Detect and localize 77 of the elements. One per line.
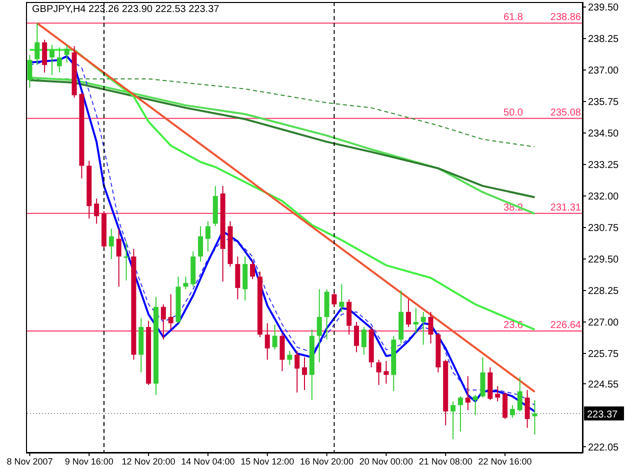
candlestick — [316, 288, 322, 363]
candlestick — [502, 392, 508, 420]
candlestick — [517, 376, 522, 412]
x-tick-label: 20 Nov 00:00 — [359, 456, 413, 466]
y-tick-label: 227.00 — [588, 318, 620, 329]
y-tick-label: 232.00 — [588, 192, 620, 203]
y-tick-label: 229.50 — [588, 254, 620, 266]
chart-title: GBPJPY,H4 223.26 223.90 222.53 223.37 — [32, 4, 220, 15]
candlestick — [413, 308, 418, 334]
candlestick — [406, 298, 411, 328]
x-tick-label: 8 Nov 2007 — [6, 456, 53, 466]
candlestick — [480, 356, 486, 398]
x-tick-label: 12 Nov 20:00 — [122, 456, 176, 466]
y-tick-label: 230.75 — [588, 223, 620, 234]
y-tick-label: 234.50 — [588, 128, 620, 140]
candlestick — [532, 400, 538, 436]
ref-line-label: 238.86 — [550, 12, 582, 24]
ref-line-label: 231.31 — [550, 202, 582, 214]
y-tick-label: 225.75 — [588, 349, 620, 360]
candlestick — [198, 226, 204, 262]
line-series — [28, 48, 536, 331]
candlestick — [302, 356, 307, 391]
candlestick — [465, 376, 470, 411]
candlestick — [49, 44, 54, 76]
candlestick — [287, 350, 292, 366]
y-tick-label: 237.00 — [588, 66, 620, 77]
candlestick — [34, 22, 40, 66]
candlestick — [183, 276, 188, 290]
candlestick — [116, 228, 122, 288]
ref-line-label: 223.37 — [587, 409, 618, 420]
candlestick — [376, 359, 382, 386]
candlestick — [495, 386, 500, 402]
y-tick-label: 222.05 — [588, 442, 620, 454]
candlestick — [27, 54, 32, 88]
annotation: 61.8 — [504, 12, 524, 24]
candlestick — [524, 390, 530, 428]
candlestick — [450, 400, 456, 440]
candlestick — [160, 304, 166, 340]
candlestick — [168, 294, 174, 330]
annotation: 50.0 — [504, 107, 524, 118]
y-tick-label: 233.25 — [588, 160, 620, 172]
candlestick — [250, 260, 256, 280]
candlestick — [64, 44, 70, 63]
candlestick — [510, 404, 515, 418]
x-tick-label: 15 Nov 12:00 — [240, 456, 294, 466]
ref-line-label: 235.08 — [550, 107, 582, 118]
candlestick — [361, 326, 366, 356]
candlestick — [346, 298, 352, 336]
candlestick — [235, 256, 240, 300]
candlestick — [428, 311, 434, 344]
candlestick — [42, 39, 48, 74]
candlestick — [354, 321, 359, 353]
ref-line-label: 226.64 — [550, 320, 582, 332]
candlestick — [294, 350, 300, 394]
candlestick — [56, 46, 62, 74]
x-tick-label: 21 Nov 08:00 — [418, 456, 472, 466]
x-tick-label: 14 Nov 04:00 — [181, 456, 235, 466]
candlestick — [280, 332, 285, 372]
candlestick — [272, 324, 278, 350]
x-tick-label: 22 Nov 16:00 — [478, 456, 532, 466]
y-tick-label: 238.25 — [588, 34, 620, 46]
candlestick — [472, 394, 478, 416]
x-tick-label: 16 Nov 20:00 — [300, 456, 354, 466]
candlestick — [339, 284, 344, 312]
candlestick — [94, 198, 100, 224]
x-tick-label: 9 Nov 16:00 — [64, 456, 114, 466]
candlestick — [205, 220, 210, 252]
candlestick — [264, 322, 270, 360]
candlestick — [458, 396, 463, 432]
candlestick — [332, 292, 337, 308]
y-tick-label: 239.50 — [588, 2, 620, 14]
candlestick — [420, 311, 426, 346]
candlestick — [384, 360, 389, 384]
candlestick — [108, 228, 114, 260]
y-tick-label: 228.25 — [588, 286, 620, 298]
y-tick-label: 224.55 — [588, 379, 620, 390]
y-tick-label: 235.75 — [588, 97, 620, 108]
